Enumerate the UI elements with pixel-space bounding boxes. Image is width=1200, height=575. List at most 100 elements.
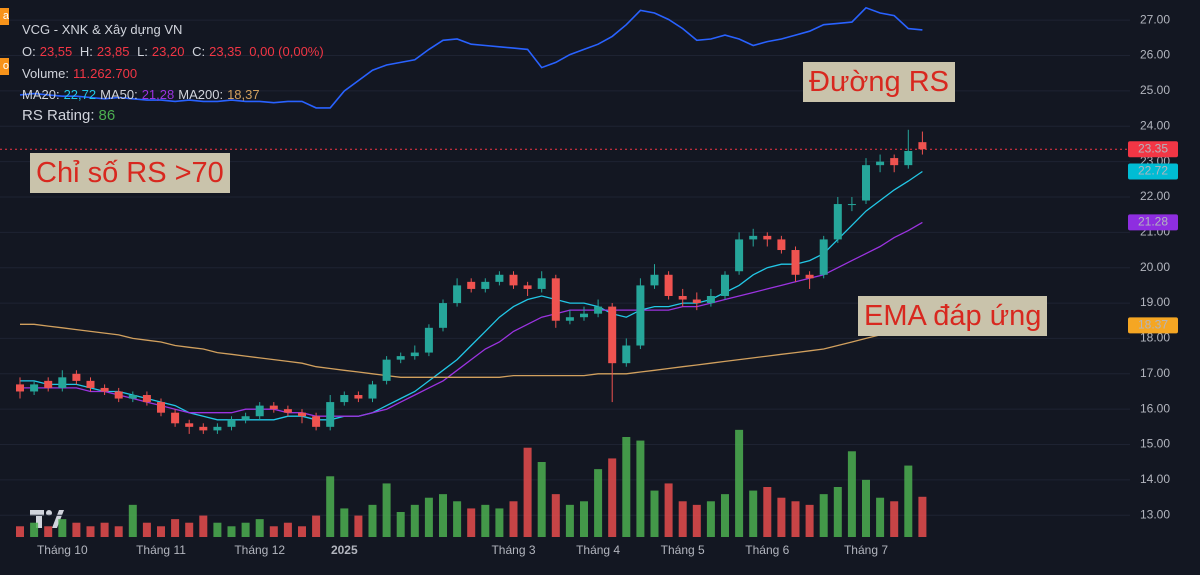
volume-bar — [580, 501, 588, 537]
volume-bar — [664, 483, 673, 537]
volume-bar — [30, 522, 39, 537]
price-tag — [1128, 317, 1178, 334]
volume-bar — [227, 526, 236, 537]
candle-body — [918, 142, 927, 150]
candle-body — [523, 285, 532, 289]
price-tag-label: 18.37 — [1138, 318, 1168, 332]
badge: a — [0, 8, 9, 25]
volume-bar — [269, 526, 278, 537]
volume-bar — [565, 504, 574, 537]
candle-body — [594, 306, 603, 314]
y-tick-label: 20.00 — [1140, 260, 1170, 274]
tv-logo — [30, 510, 64, 528]
rs-value: 86 — [98, 107, 116, 124]
candle-body — [805, 274, 814, 279]
candle-body — [424, 327, 433, 353]
candle-body — [678, 295, 687, 300]
y-tick-label: 16.00 — [1140, 401, 1170, 415]
volume-bar — [763, 487, 772, 537]
candle-body — [495, 274, 504, 282]
price-tag — [1128, 163, 1178, 180]
price-tag — [1128, 141, 1178, 158]
volume-bar — [199, 515, 208, 537]
volume-bar — [706, 501, 715, 537]
candle-body — [791, 250, 800, 275]
ohlc-value: 23,55 — [39, 44, 73, 59]
ohlc-label: H: — [79, 44, 93, 59]
x-tick-label: Tháng 3 — [491, 543, 535, 557]
volume-bar — [608, 458, 617, 537]
volume-bar — [283, 522, 292, 537]
price-tag-label: 22.72 — [1138, 164, 1168, 178]
candle-body — [30, 384, 39, 392]
volume-bar — [622, 437, 631, 537]
volume-bar — [678, 501, 687, 537]
candle-body — [862, 165, 870, 201]
ma-legend-value: 22,72 — [63, 87, 97, 102]
candle-body — [171, 412, 180, 424]
volume-row: Volume: 11.262.700 — [22, 66, 141, 81]
x-tick-label: Tháng 6 — [745, 543, 789, 557]
candle-body — [100, 387, 109, 392]
price-tag-label: 21.28 — [1138, 215, 1168, 229]
candle-body — [72, 373, 81, 381]
volume-bar — [523, 447, 532, 537]
ohlc-value: 23,20 — [151, 44, 185, 59]
candle-body — [664, 274, 673, 296]
volume-bar — [298, 526, 306, 537]
badge: o — [0, 58, 9, 75]
candle-body — [255, 405, 264, 417]
ohlc-value: 23,35 — [209, 44, 242, 59]
volume-bar — [805, 504, 814, 537]
volume-bar — [650, 490, 659, 537]
y-tick-label: 18.00 — [1140, 331, 1170, 345]
volume-bar — [551, 494, 560, 537]
volume-bar — [904, 465, 913, 537]
volume-bar — [537, 462, 546, 537]
volume-bar — [326, 476, 335, 537]
ma-line — [20, 323, 923, 378]
volume-bar — [44, 526, 53, 537]
ma-legend-value: 21,28 — [141, 87, 175, 102]
volume-bar — [100, 522, 109, 537]
ohlc-row: O: 23,55 H: 23,85 L: 23,20 C: 23,35 0,00 (0,… — [22, 44, 328, 59]
candle-body — [565, 317, 574, 321]
volume-bar — [157, 526, 165, 537]
candle-body — [580, 313, 588, 318]
volume-bar — [58, 519, 67, 537]
candle-body — [706, 295, 715, 304]
volume-bar — [918, 496, 927, 537]
candle-body — [199, 426, 208, 431]
ohlc-value: 23,85 — [96, 44, 130, 59]
volume-bar — [142, 522, 151, 537]
symbol: VCG - XNK & Xây dựng VN — [22, 22, 183, 37]
volume-bar — [509, 501, 518, 537]
volume-bar — [847, 451, 856, 537]
candle-body — [142, 395, 151, 403]
candle-body — [326, 402, 335, 427]
candle-body — [241, 416, 250, 420]
candle-body — [312, 416, 321, 427]
rs-row: RS Rating: 86 — [22, 107, 119, 124]
rs-line — [19, 6, 923, 109]
price-tag-label: 23.35 — [1138, 141, 1168, 155]
annotation: Chỉ số RS >70 — [30, 153, 230, 193]
volume-bar — [791, 501, 800, 537]
candle-body — [749, 235, 758, 240]
candle-body — [114, 391, 123, 399]
x-tick-label: Tháng 4 — [576, 543, 620, 557]
candle-body — [833, 204, 842, 240]
candle-body — [86, 380, 95, 388]
volume-bar — [777, 497, 786, 537]
ma-legend-name: MA50: — [100, 87, 138, 102]
x-tick-label: Tháng 12 — [234, 543, 285, 557]
volume-bar — [171, 519, 180, 537]
y-tick-label: 15.00 — [1140, 437, 1170, 451]
y-tick-label: 25.00 — [1140, 83, 1170, 97]
candle-body — [735, 239, 744, 272]
volume-bar — [368, 504, 377, 537]
y-tick-label: 26.00 — [1140, 48, 1170, 62]
volume-bar — [128, 504, 137, 537]
candle-body — [354, 395, 363, 399]
